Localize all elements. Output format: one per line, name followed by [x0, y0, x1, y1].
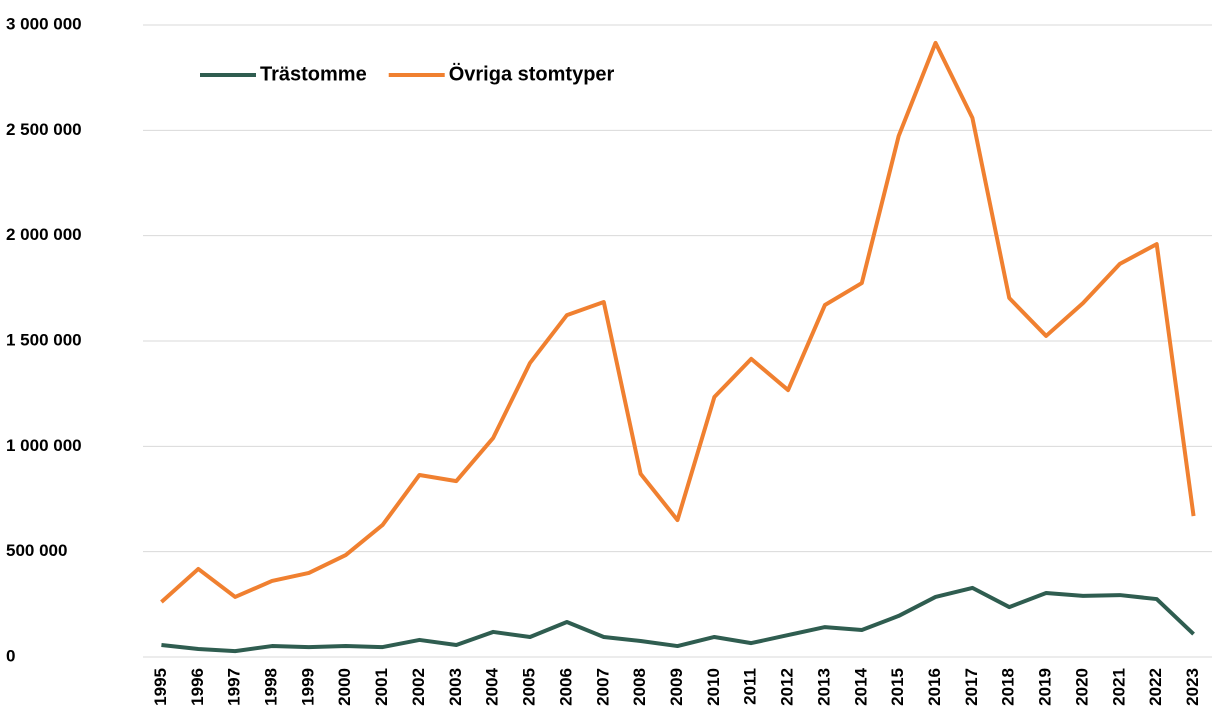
- y-tick-label: 2 500 000: [6, 120, 82, 139]
- x-tick-label: 2019: [1036, 668, 1055, 706]
- x-tick-label: 2021: [1109, 668, 1128, 706]
- x-tick-label: 2020: [1072, 668, 1091, 706]
- x-tick-label: 1998: [262, 668, 281, 706]
- line-series: [161, 585, 1195, 654]
- x-tick-label: 2000: [335, 668, 354, 706]
- x-tick-label: 2010: [704, 668, 723, 706]
- legend-label: Övriga stomtyper: [449, 62, 615, 85]
- x-tick-label: 2023: [1183, 668, 1202, 706]
- x-tick-label: 2003: [446, 668, 465, 706]
- x-tick-label: 1999: [298, 668, 317, 706]
- x-tick-label: 2015: [888, 668, 907, 706]
- line-series: [160, 40, 1196, 604]
- y-tick-label: 0: [6, 646, 15, 665]
- x-tick-label: 2022: [1146, 668, 1165, 706]
- x-tick-label: 1997: [225, 668, 244, 706]
- x-tick-label: 2006: [556, 668, 575, 706]
- x-tick-label: 2016: [925, 668, 944, 706]
- y-tick-label: 1 000 000: [6, 436, 82, 455]
- y-tick-label: 3 000 000: [6, 14, 82, 33]
- x-tick-label: 2018: [999, 668, 1018, 706]
- x-tick-label: 2014: [851, 667, 870, 705]
- x-tick-label: 2013: [814, 668, 833, 706]
- x-tick-label: 1995: [151, 668, 170, 706]
- x-tick-label: 2005: [520, 668, 539, 706]
- legend-label: Trästomme: [260, 63, 367, 85]
- x-tick-label: 2009: [667, 668, 686, 706]
- x-tick-label: 1996: [188, 668, 207, 706]
- y-tick-label: 1 500 000: [6, 330, 82, 349]
- x-tick-label: 2011: [741, 668, 760, 705]
- y-tick-label: 2 000 000: [6, 225, 82, 244]
- x-tick-label: 2017: [962, 668, 981, 706]
- x-tick-label: 2001: [372, 668, 391, 706]
- x-tick-label: 2008: [630, 668, 649, 706]
- x-tick-label: 2002: [409, 668, 428, 706]
- y-tick-label: 500 000: [6, 541, 67, 560]
- x-tick-label: 2012: [778, 668, 797, 706]
- x-tick-label: 2004: [483, 667, 502, 705]
- x-tick-label: 2007: [593, 668, 612, 706]
